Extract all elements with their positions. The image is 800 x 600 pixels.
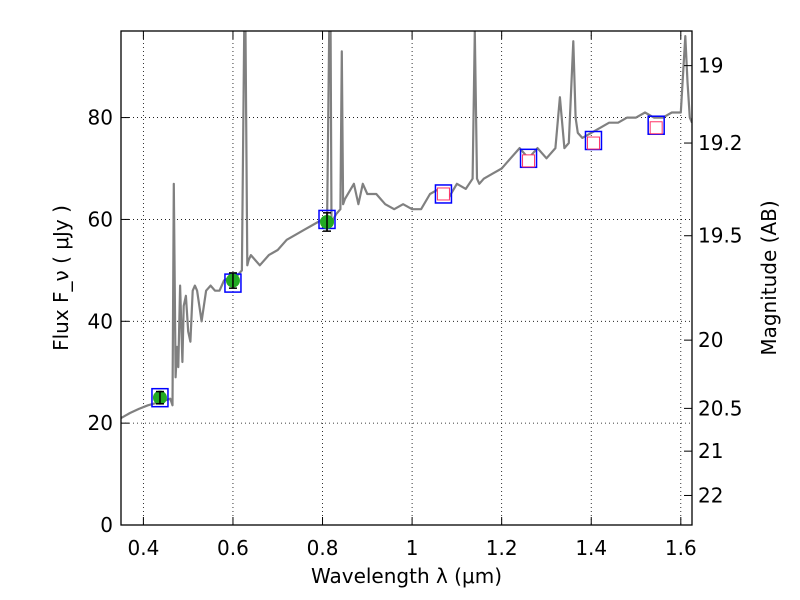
x-tick-label: 0.4 [127,536,159,560]
plot-frame [120,30,693,526]
y-axis-label: Flux F_ν ( μJy ) [49,205,73,351]
x-tick-label: 1.4 [575,536,607,560]
x-tick-label: 1.2 [486,536,518,560]
y2-tick-label: 20 [698,328,723,352]
y2-tick-label: 22 [698,483,723,507]
markers [151,115,665,408]
y-tick-label: 0 [100,513,113,537]
y2-tick-label: 19.2 [698,131,743,155]
grid [121,31,692,526]
y-tick-label: 80 [88,106,113,130]
x-tick-label: 0.8 [307,536,339,560]
upper-limit-box [522,154,536,168]
spectrum-line [121,31,692,420]
y2-tick-label: 20.5 [698,396,743,420]
upper-limit-box [649,121,663,135]
model-box [151,387,169,408]
ticks: 0.4 0.6 0.8 1 1.2 1.4 1.6 0 20 40 60 80 19 19.2 19.5 20… [88,31,743,560]
y2-tick-label: 19 [698,54,723,78]
model-box [434,184,453,204]
x-tick-label: 1 [406,536,419,560]
upper-limit-box [586,136,600,150]
spectrum [121,31,692,420]
upper-limit-box [436,187,450,201]
y2-axis-label: Magnitude (AB) [757,200,781,355]
x-tick-label: 1.6 [665,536,697,560]
y2-tick-label: 19.5 [698,224,743,248]
y2-tick-label: 21 [698,439,723,463]
y-tick-label: 60 [88,207,113,231]
y-tick-label: 40 [88,309,113,333]
x-axis-label: Wavelength λ (μm) [311,564,502,588]
y-tick-label: 20 [88,411,113,435]
x-tick-label: 0.6 [217,536,249,560]
